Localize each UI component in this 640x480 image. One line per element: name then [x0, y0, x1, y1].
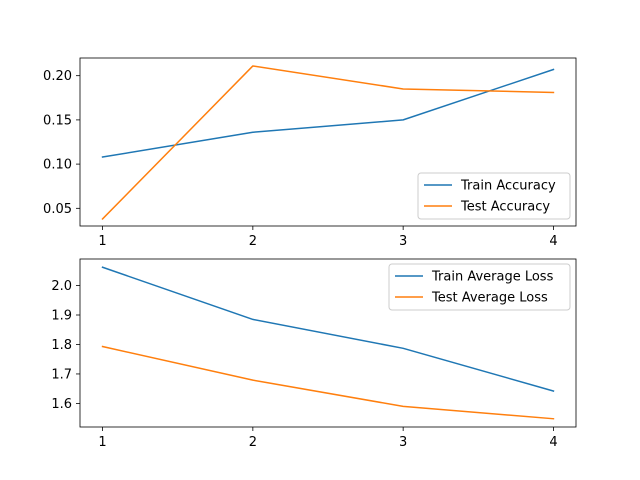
chart-panel-1: 1 2 3 4 0.05 0.10 0.15 0.20 Train Accuracy Test A… [43, 57, 577, 249]
axes-frame [79, 258, 577, 428]
y-tick-label: 0.05 [43, 202, 72, 217]
y-tick-label: 1.9 [51, 309, 72, 324]
legend-label: Train Average Loss [431, 270, 554, 285]
series-line-2 [101, 345, 555, 420]
legend-box [417, 172, 571, 220]
x-tick-label: 1 [98, 435, 106, 450]
legend: Train Accuracy Test Accuracy [417, 172, 571, 220]
x-tick-label: 3 [399, 234, 407, 249]
series-line-1 [101, 68, 555, 158]
x-tick-label: 1 [98, 234, 106, 249]
y-tick-label: 0.15 [43, 113, 72, 128]
y-tick-label: 1.8 [51, 338, 72, 353]
legend-label: Test Average Loss [431, 291, 548, 306]
y-tick-label: 0.10 [43, 158, 72, 173]
legend-box [388, 263, 571, 311]
legend-label: Train Accuracy [460, 179, 556, 194]
y-tick-label: 2.0 [51, 279, 72, 294]
y-tick-label: 1.6 [51, 397, 72, 412]
x-tick-label: 4 [549, 234, 557, 249]
chart-panel-2: 1 2 3 4 1.6 1.7 1.8 1.9 2.0 Train Average Loss Tes… [51, 258, 577, 450]
x-tick-label: 2 [249, 435, 257, 450]
axes-frame [79, 57, 577, 227]
x-tick-label: 2 [249, 234, 257, 249]
y-tick-label: 1.7 [51, 367, 72, 382]
x-tick-label: 4 [549, 435, 557, 450]
y-tick-label: 0.20 [43, 69, 72, 84]
series-line-2 [101, 65, 555, 220]
x-tick-label: 3 [399, 435, 407, 450]
legend-label: Test Accuracy [460, 200, 550, 215]
legend: Train Average Loss Test Average Loss [388, 263, 571, 311]
series-line-1 [101, 266, 555, 392]
